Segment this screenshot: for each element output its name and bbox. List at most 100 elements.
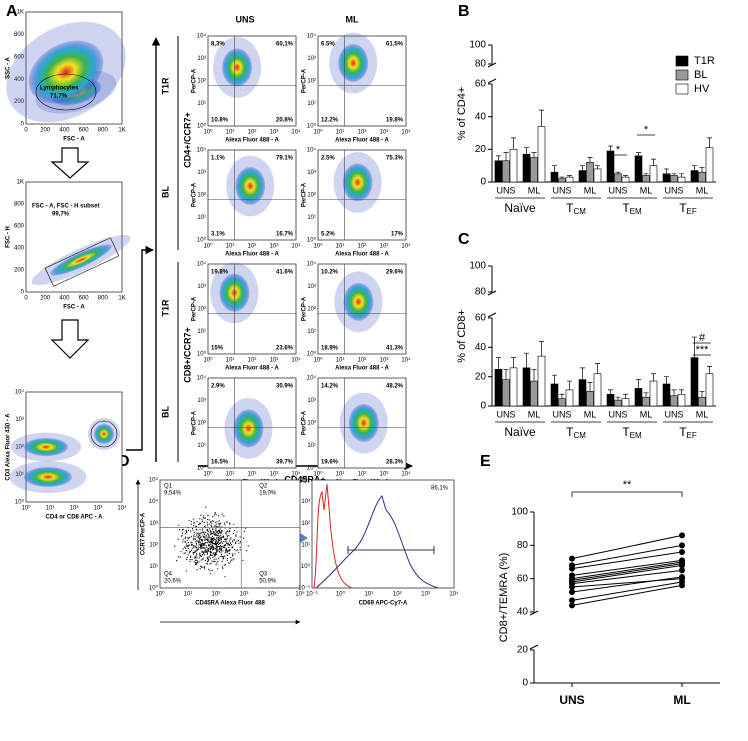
event-dot	[210, 531, 212, 533]
y-tick-label: 10²	[197, 79, 206, 85]
x-tick-label: 600	[79, 128, 90, 134]
event-dot	[212, 538, 214, 540]
quadrant-value: 39.7%	[276, 460, 294, 466]
event-dot	[203, 532, 205, 534]
event-dot	[207, 541, 209, 543]
x-tick-label: 10¹	[226, 472, 235, 478]
event-dot	[209, 551, 211, 553]
event-dot	[205, 506, 207, 508]
x-tick-label: UNS	[664, 185, 683, 195]
event-dot	[215, 528, 217, 530]
error-bar	[699, 166, 705, 173]
pair-line	[571, 576, 683, 593]
legend-swatch	[675, 55, 689, 67]
event-dot	[221, 530, 223, 532]
x-tick-label: 10⁴	[291, 357, 301, 364]
y-axis-label: % of CD8+	[456, 309, 468, 363]
point	[679, 557, 685, 564]
x-tick-label: 800	[98, 296, 109, 302]
event-dot	[223, 540, 225, 543]
event-dot	[203, 522, 205, 524]
bar	[690, 170, 699, 183]
x-tick-label: 10⁴	[291, 243, 301, 250]
event-dot	[203, 543, 205, 545]
event-dot	[204, 551, 206, 553]
x-axis-label: CD69 APC-Cy7-A	[359, 601, 408, 607]
event-dot	[190, 530, 192, 532]
event-dot	[201, 540, 203, 542]
event-dot	[242, 559, 244, 562]
event-dot	[212, 556, 214, 559]
event-dot	[179, 556, 181, 558]
error-bar	[511, 137, 516, 150]
x-tick-label: UNS	[608, 409, 627, 419]
x-tick-label: 0	[24, 128, 28, 134]
event-dot	[189, 559, 191, 561]
error-bar	[707, 137, 712, 148]
event-dot	[236, 540, 238, 542]
event-dot	[187, 545, 189, 547]
bar	[621, 398, 630, 407]
event-dot	[214, 512, 216, 514]
error-bar	[503, 368, 509, 380]
bar	[705, 373, 714, 407]
density-core	[28, 40, 104, 104]
y-tick-label: 10¹	[307, 443, 316, 449]
event-dot	[196, 529, 198, 531]
event-dot	[247, 545, 249, 547]
event-dot	[204, 525, 206, 527]
event-dot	[235, 543, 237, 545]
event-dot	[209, 528, 211, 530]
error-bar	[552, 374, 557, 384]
y-tick-label: 10¹	[197, 101, 206, 107]
annotation: #	[699, 332, 706, 344]
event-dot	[218, 515, 220, 517]
event-dot	[192, 518, 194, 520]
y-tick-label: 20	[475, 144, 487, 155]
x-axis-label: Alexa Fluor 488 - A	[225, 366, 279, 372]
bar	[522, 367, 531, 407]
x-tick-label: 10²	[358, 472, 367, 478]
event-dot	[190, 523, 192, 525]
y-tick-label: 10⁰	[301, 563, 311, 570]
quadrant-value: 10.2%	[321, 270, 339, 276]
event-dot	[192, 545, 194, 547]
error-bar	[643, 392, 649, 398]
error-bar	[671, 389, 677, 396]
event-dot	[218, 558, 220, 560]
event-dot	[199, 538, 201, 540]
event-dot	[226, 558, 229, 560]
event-dot	[187, 542, 189, 544]
event-dot	[218, 531, 220, 533]
event-dot	[211, 545, 213, 547]
event-dot	[204, 568, 206, 570]
y-tick-label: 10¹	[197, 215, 206, 221]
event-dot	[229, 523, 231, 525]
quadrant-value: 8,3%	[211, 42, 225, 48]
x-tick-label: 10⁰	[203, 471, 213, 478]
x-tick-label: 10²	[248, 472, 257, 478]
y-tick-label: 800	[14, 32, 25, 38]
y-tick-label: 10¹	[197, 443, 206, 449]
y-tick-label: 10⁴	[197, 261, 207, 268]
x-tick-label: 10³	[380, 244, 389, 250]
event-dot	[228, 562, 230, 564]
error-bar	[643, 173, 649, 176]
y-tick-label: 10⁴	[197, 375, 207, 382]
event-dot	[222, 545, 224, 548]
event-dot	[243, 537, 245, 540]
event-dot	[187, 529, 190, 532]
event-dot	[209, 537, 211, 539]
event-dot	[193, 561, 195, 563]
event-dot	[215, 543, 217, 545]
error-bar	[524, 352, 529, 368]
y-axis-label: PerCP-A	[192, 182, 198, 207]
density-core	[343, 282, 374, 321]
bar	[494, 369, 503, 407]
event-dot	[199, 543, 201, 545]
event-dot	[223, 544, 225, 546]
event-dot	[229, 552, 231, 555]
gating-arrow	[50, 147, 90, 179]
y-axis-label: PerCP-A	[192, 68, 198, 93]
